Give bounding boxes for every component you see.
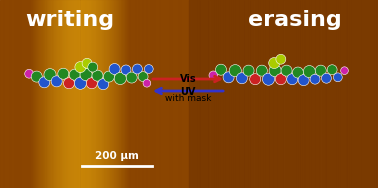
Circle shape	[31, 71, 42, 82]
Circle shape	[92, 70, 103, 81]
Circle shape	[58, 68, 69, 79]
Circle shape	[310, 74, 320, 84]
Circle shape	[80, 69, 92, 81]
Text: 200 μm: 200 μm	[95, 151, 139, 161]
Circle shape	[315, 65, 326, 76]
Bar	[0, 0, 189, 188]
Circle shape	[132, 64, 143, 74]
Circle shape	[69, 69, 80, 80]
Circle shape	[75, 62, 86, 73]
Text: writing: writing	[25, 10, 115, 30]
Circle shape	[86, 78, 97, 89]
Circle shape	[293, 67, 304, 78]
Circle shape	[144, 65, 153, 73]
Circle shape	[269, 58, 280, 69]
Text: UV: UV	[180, 87, 196, 97]
Circle shape	[333, 73, 342, 82]
Circle shape	[250, 74, 261, 85]
Circle shape	[209, 71, 218, 80]
Circle shape	[126, 72, 137, 83]
Text: with mask: with mask	[165, 94, 211, 103]
Circle shape	[236, 73, 248, 84]
Text: Vis: Vis	[180, 74, 196, 84]
Circle shape	[44, 69, 56, 81]
Circle shape	[229, 65, 241, 77]
Circle shape	[74, 77, 87, 89]
Circle shape	[276, 54, 286, 64]
Circle shape	[138, 72, 148, 82]
Circle shape	[51, 76, 62, 87]
Circle shape	[223, 72, 234, 83]
Circle shape	[39, 77, 50, 88]
Circle shape	[262, 73, 274, 85]
Circle shape	[114, 72, 126, 85]
Circle shape	[82, 58, 92, 68]
Circle shape	[121, 65, 131, 75]
Circle shape	[104, 71, 115, 82]
Circle shape	[287, 74, 298, 85]
Circle shape	[109, 64, 120, 74]
Circle shape	[88, 62, 98, 72]
Circle shape	[143, 79, 151, 87]
Circle shape	[215, 64, 226, 75]
Bar	[189, 0, 378, 188]
Circle shape	[322, 73, 332, 83]
Text: erasing: erasing	[248, 10, 342, 30]
Circle shape	[243, 65, 254, 76]
Circle shape	[341, 67, 349, 74]
Circle shape	[281, 65, 292, 76]
Circle shape	[256, 65, 267, 76]
Circle shape	[303, 66, 315, 78]
Circle shape	[25, 69, 34, 78]
Circle shape	[98, 79, 109, 90]
Circle shape	[269, 65, 281, 77]
Circle shape	[275, 74, 287, 85]
Circle shape	[298, 75, 309, 86]
Circle shape	[64, 78, 74, 89]
Circle shape	[327, 65, 337, 75]
